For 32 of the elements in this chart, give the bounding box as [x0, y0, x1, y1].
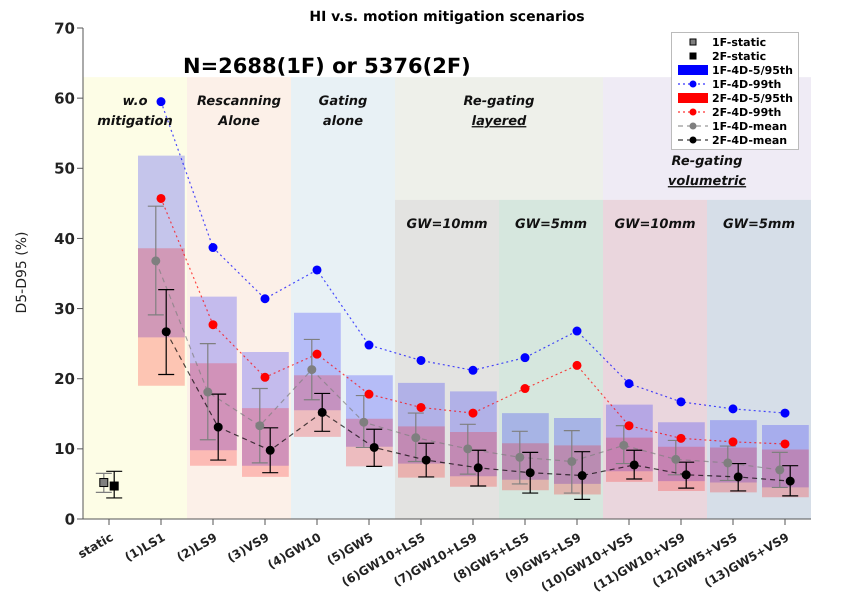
legend-label: 2F-4D-99th [712, 106, 782, 118]
band-label: Re-gating volumetric [668, 154, 746, 190]
band-label: Re-gating layered [464, 94, 534, 130]
y-tick-label: 20 [54, 370, 75, 388]
y-axis-title: D5-D95 (%) [14, 231, 30, 314]
y-tick-label: 50 [54, 160, 75, 178]
bar [190, 363, 237, 466]
band-label: GW=5mm [514, 216, 588, 232]
bar [138, 248, 185, 386]
band-label: GW=10mm [614, 216, 696, 232]
annotation: N=2688(1F) or 5376(2F) [183, 54, 471, 78]
legend-label: 2F-static [712, 50, 766, 62]
band-label: GW=10mm [406, 216, 488, 232]
y-tick-label: 30 [54, 300, 75, 318]
legend-label: 1F-4D-5/95th [712, 64, 793, 76]
legend-label: 2F-4D-5/95th [712, 92, 793, 104]
band-label: Rescanning Alone [197, 94, 281, 130]
y-tick-label: 40 [54, 230, 75, 248]
chart-title: HI v.s. motion mitigation scenarios [308, 8, 586, 26]
legend-label: 2F-4D-mean [712, 134, 788, 146]
bar [242, 408, 289, 477]
y-tick-label: 0 [64, 510, 75, 528]
bar [294, 375, 341, 437]
y-tick-label: 70 [54, 19, 75, 38]
band-label: GW=5mm [722, 216, 796, 232]
y-tick-label: 10 [54, 440, 75, 458]
band-label: Gating alone [318, 94, 368, 130]
y-tick-label: 60 [54, 89, 75, 108]
legend-label: 1F-4D-mean [712, 120, 788, 132]
legend-label: 1F-4D-99th [712, 78, 782, 90]
band-label: w.o mitigation [97, 94, 173, 130]
legend-label: 1F-static [712, 36, 766, 48]
